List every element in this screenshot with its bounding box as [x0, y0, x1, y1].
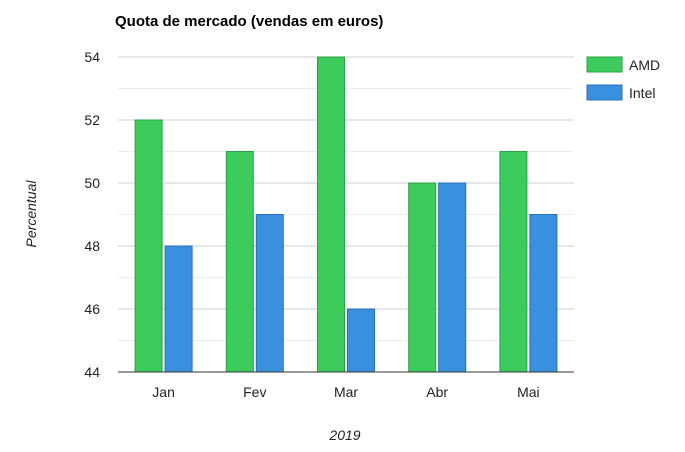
y-tick-label: 50 — [84, 175, 100, 191]
legend-label-intel: Intel — [629, 85, 655, 101]
bar-amd-mai — [499, 151, 528, 373]
bar-intel-mai — [529, 214, 558, 373]
bar-amd-abr — [408, 182, 437, 373]
bar-amd-jan — [134, 119, 163, 373]
y-tick-label: 54 — [84, 49, 100, 65]
bar-amd-fev — [225, 151, 254, 373]
x-tick-label: Jan — [152, 384, 175, 400]
legend-swatch-amd — [586, 56, 623, 73]
bar-amd-mar — [317, 56, 345, 373]
y-tick-label: 52 — [84, 112, 100, 128]
legend-swatch-intel — [586, 84, 623, 101]
y-tick-label: 46 — [84, 301, 100, 317]
x-tick-label: Abr — [426, 384, 448, 400]
bar-intel-jan — [164, 245, 193, 373]
x-tick-label: Mai — [517, 384, 540, 400]
bar-intel-abr — [438, 182, 467, 373]
bar-intel-fev — [255, 214, 284, 373]
gridlines — [118, 56, 574, 341]
legend-label-amd: AMD — [629, 57, 660, 73]
x-tick-label: Mar — [334, 384, 358, 400]
bar-intel-mar — [347, 308, 375, 373]
chart-title: Quota de mercado (vendas em euros) — [115, 13, 383, 30]
x-tick-label: Fev — [243, 384, 266, 400]
y-axis-label: Percentual — [23, 180, 39, 248]
y-tick-label: 48 — [84, 238, 100, 254]
x-axis-ticks: Jan Fev Mar Abr Mai — [152, 384, 539, 400]
x-axis-label: 2019 — [328, 427, 360, 443]
y-tick-label: 44 — [84, 364, 100, 380]
legend: AMD Intel — [586, 56, 660, 101]
y-axis-ticks: 44 46 48 50 52 54 — [84, 49, 100, 380]
